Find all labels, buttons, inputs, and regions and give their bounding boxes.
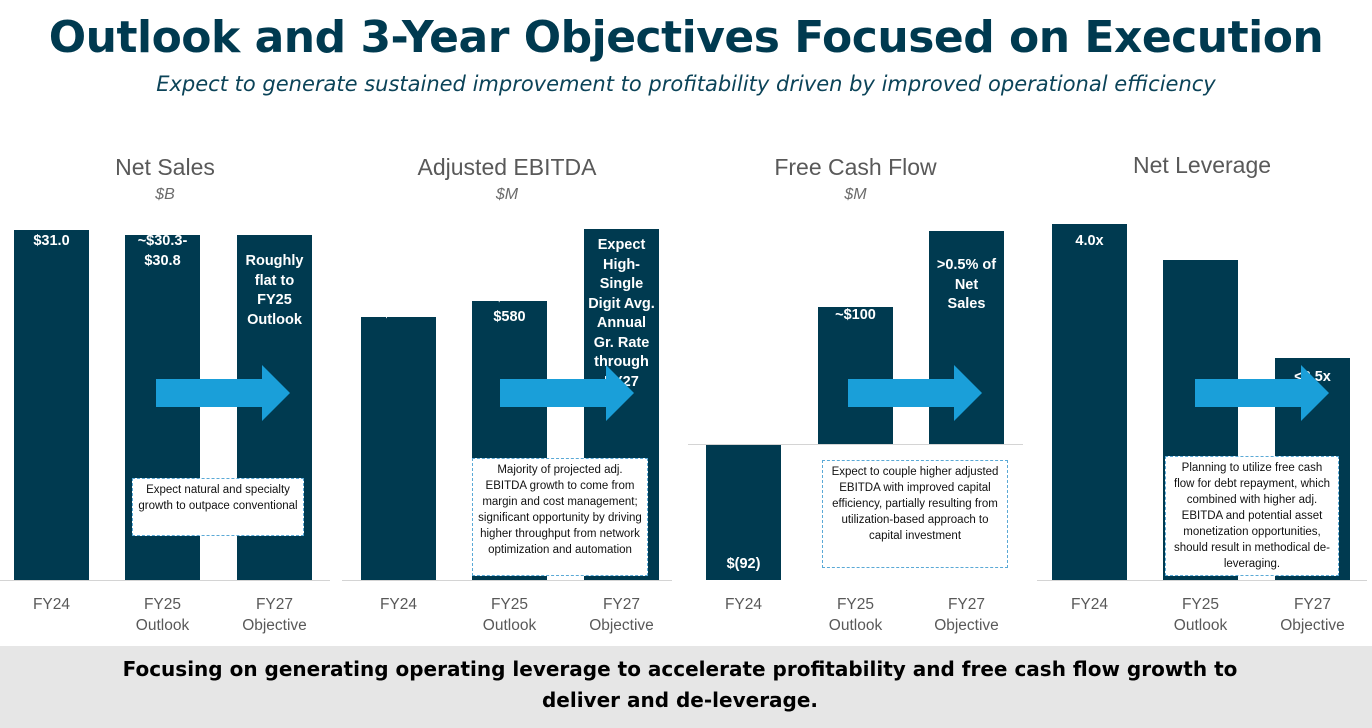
baseline — [0, 580, 330, 581]
page-subtitle: Expect to generate sustained improvement… — [156, 72, 1216, 96]
bar-value-label: ~$30.3- $30.8 — [137, 233, 188, 269]
x-tick-label: FY27 Objective — [242, 596, 307, 634]
x-tick-label: FY24 — [724, 596, 763, 613]
bar-fy24 — [361, 317, 436, 580]
chart-title: Net Sales — [115, 154, 215, 180]
chart-unit: $B — [155, 186, 175, 203]
page-title: Outlook and 3-Year Objectives Focused on… — [48, 12, 1324, 63]
x-tick-label: FY24 — [379, 596, 418, 613]
bar-value-label: 4.0x — [1075, 233, 1104, 249]
growth-arrow-icon — [848, 365, 982, 421]
chart-title: Net Leverage — [1132, 152, 1272, 178]
chart-title: Adjusted EBITDA — [417, 154, 597, 180]
bar-value-label: ~$520- $580 — [486, 289, 533, 325]
bar-fy24 — [14, 229, 89, 580]
x-tick-label: FY27 Objective — [589, 596, 654, 634]
chart-panel-net-sales: Net Sales $B $31.0 FY24 ~$30.3- $30.8 FY25 Outl… — [0, 140, 330, 640]
chart-unit: $M — [495, 186, 519, 203]
bar-value-label: ~$100 — [835, 307, 876, 323]
baseline — [688, 444, 1023, 445]
x-tick-label: FY25 Outlook — [482, 596, 537, 634]
x-tick-label: FY25 Outlook — [828, 596, 883, 634]
x-tick-label: FY27 Objective — [1280, 596, 1345, 634]
bar-fy25-outlook — [818, 306, 893, 444]
footer-banner: Focusing on generating operating leverag… — [0, 646, 1372, 728]
bar-fy24 — [706, 444, 781, 580]
bar-value-label: Expect High- Single Digit Avg. Annual Gr. Rat… — [588, 237, 655, 390]
x-tick-label: FY24 — [1070, 596, 1109, 613]
callout-note: Majority of projected adj. EBITDA growth… — [472, 458, 648, 576]
x-tick-label: FY25 Outlook — [135, 596, 190, 634]
bar-value-label: >0.5% of Net Sales — [936, 257, 997, 312]
growth-arrow-icon — [500, 365, 634, 421]
chart-title: Free Cash Flow — [774, 154, 937, 180]
bar-fy24 — [1052, 224, 1127, 580]
bar-value-label: $31.0 — [33, 233, 70, 249]
chart-panel-adjusted-ebitda: Adjusted EBITDA $M $518 FY24 ~$520- $580 FY25 O… — [342, 140, 672, 640]
chart-panel-net-leverage: Net Leverage 4.0x FY24 FY25 Outlook <2.5x FY27… — [1037, 140, 1367, 640]
chart-panel-free-cash-flow: Free Cash Flow $M $(92) FY24 ~$100 FY25 Outloo… — [688, 140, 1023, 640]
chart-unit: $M — [844, 186, 867, 203]
callout-note: Expect natural and specialty growth to o… — [132, 478, 304, 536]
x-tick-label: FY27 Objective — [934, 596, 999, 634]
growth-arrow-icon — [1195, 365, 1329, 421]
callout-note: Planning to utilize free cash flow for d… — [1165, 456, 1339, 576]
x-tick-label: FY25 Outlook — [1173, 596, 1228, 634]
callout-note: Expect to couple higher adjusted EBITDA … — [822, 460, 1008, 568]
growth-arrow-icon — [156, 365, 290, 421]
bar-value-label: Roughly flat to FY25 Outlook — [245, 253, 304, 328]
baseline — [1037, 580, 1367, 581]
bar-value-label: $518 — [382, 305, 415, 321]
footer-text: Focusing on generating operating leverag… — [122, 657, 1238, 712]
bar-value-label: $(92) — [726, 556, 761, 572]
baseline — [342, 580, 672, 581]
x-tick-label: FY24 — [32, 596, 71, 613]
